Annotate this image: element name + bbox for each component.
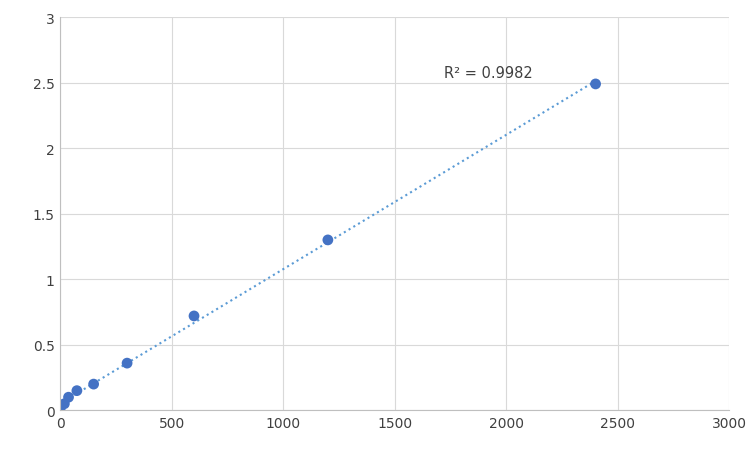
Point — [121, 360, 133, 367]
Point — [54, 407, 66, 414]
Point — [188, 313, 200, 320]
Text: R² = 0.9982: R² = 0.9982 — [444, 65, 532, 80]
Point — [590, 81, 602, 88]
Point — [59, 400, 71, 408]
Point — [71, 387, 83, 394]
Point — [62, 394, 74, 401]
Point — [322, 237, 334, 244]
Point — [87, 381, 99, 388]
